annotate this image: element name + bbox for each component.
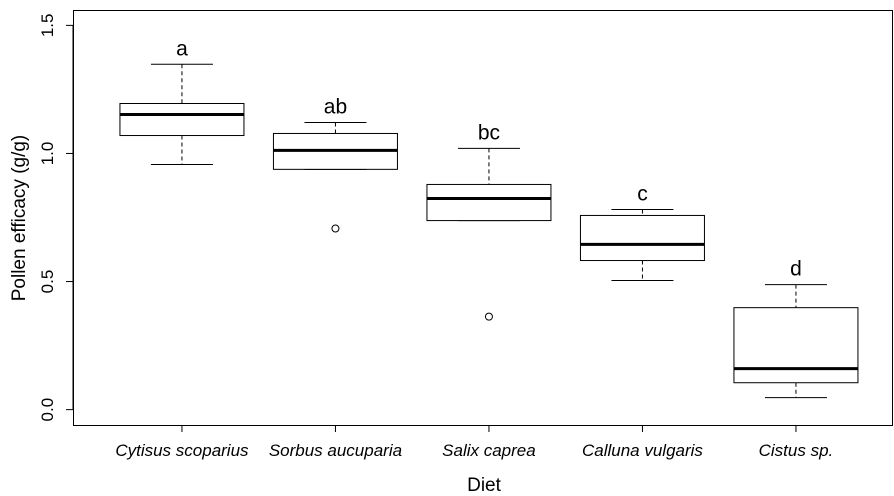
box (426, 183, 552, 222)
outlier (331, 224, 340, 233)
annotation: bc (478, 121, 500, 144)
y-tick-label: 1.0 (38, 142, 57, 166)
box (733, 307, 859, 384)
x-tick-label: Salix caprea (442, 441, 536, 460)
x-tick-label: Calluna vulgaris (582, 441, 703, 460)
box (579, 214, 705, 262)
y-axis-title: Pollen efficacy (g/g) (9, 135, 30, 302)
x-tick-label: Cytisus scoparius (115, 441, 249, 460)
annotation: ab (324, 95, 347, 118)
y-tick-label: 1.5 (38, 14, 57, 38)
annotation: a (176, 37, 188, 60)
annotation: c (637, 183, 648, 206)
y-tick-label: 0.0 (38, 398, 57, 422)
annotation: d (790, 258, 802, 281)
y-tick-label: 0.5 (38, 270, 57, 294)
x-tick-label: Sorbus aucuparia (269, 441, 402, 460)
outlier (484, 312, 493, 321)
box (119, 103, 245, 137)
x-tick-label: Cistus sp. (759, 441, 834, 460)
x-axis-title: Diet (467, 475, 502, 496)
